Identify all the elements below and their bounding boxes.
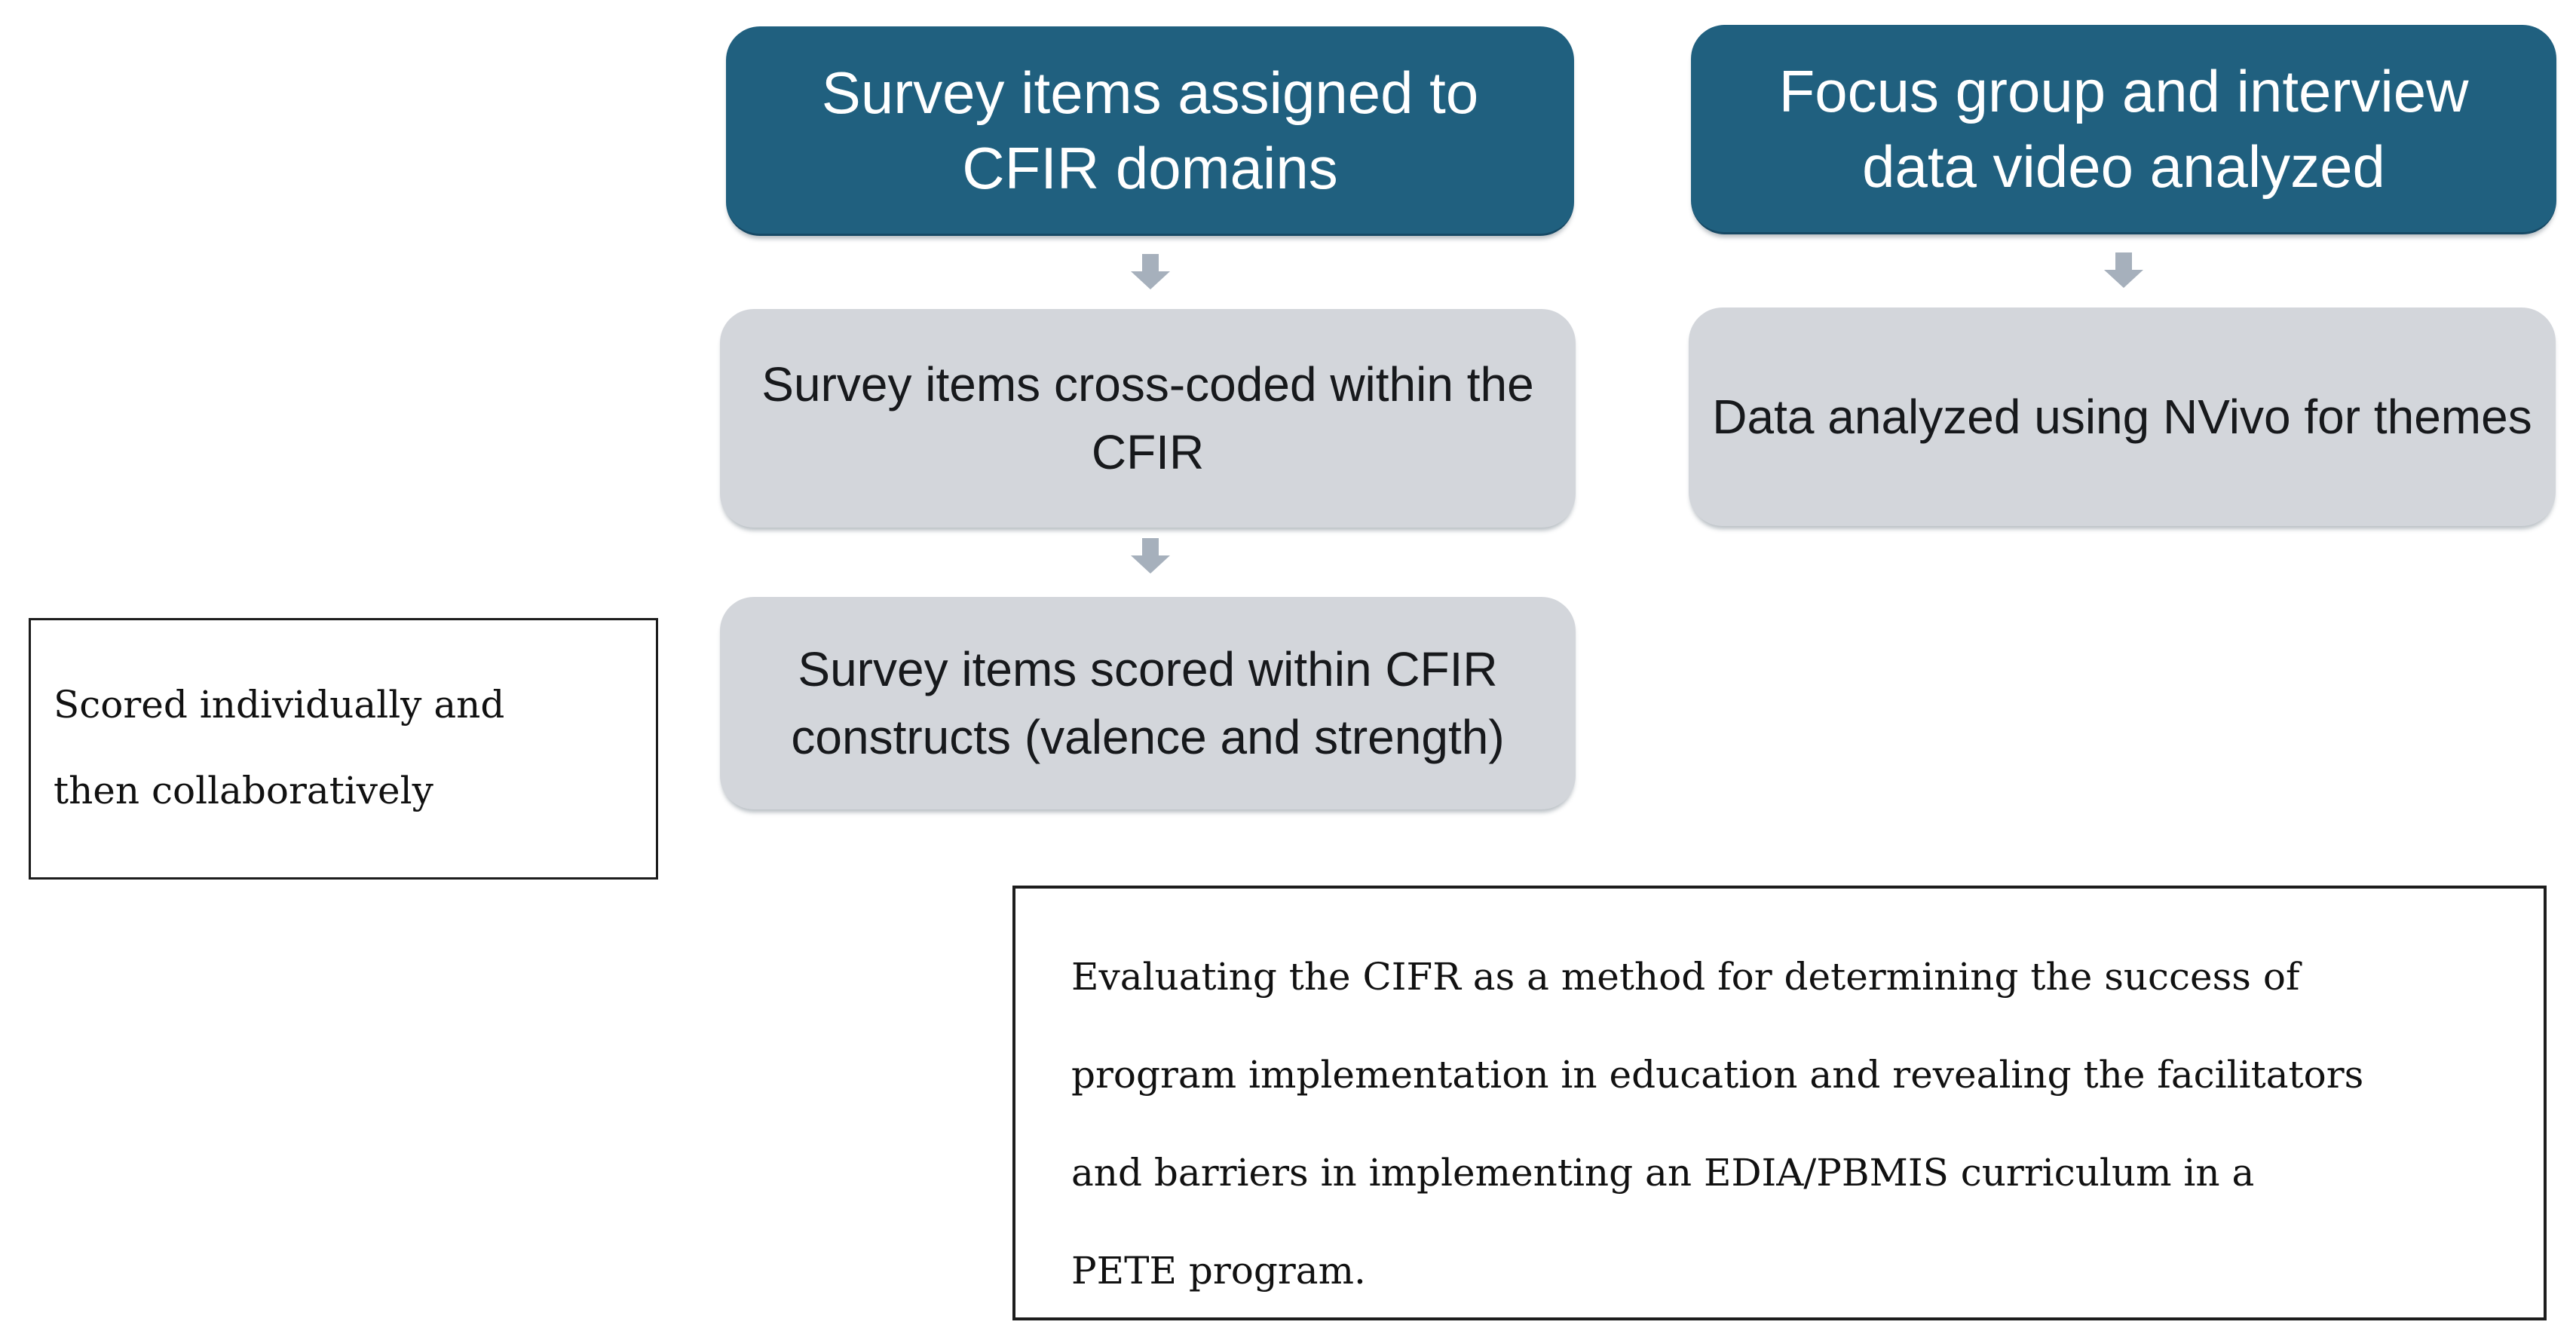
outcome-note-line: Evaluating the CIFR as a method for dete…: [1071, 955, 2300, 999]
flow-box-label: Survey items assigned to CFIR domains: [821, 59, 1479, 201]
flow-box-focus-group-interview: Focus group and interview data video ana…: [1691, 25, 2556, 234]
side-note-line: Scored individually and: [54, 683, 505, 727]
flow-box-label: Survey items scored within CFIR construc…: [791, 642, 1505, 764]
outcome-note-line: PETE program.: [1071, 1249, 1366, 1293]
down-arrow-icon: [2104, 252, 2143, 288]
arrow-stem: [1142, 254, 1159, 271]
side-note-line: then collaboratively: [54, 769, 433, 812]
arrow-head: [1131, 555, 1170, 574]
arrow-head: [2104, 270, 2143, 288]
flow-box-cross-coded: Survey items cross-coded within the CFIR: [720, 309, 1576, 528]
flow-box-label: Focus group and interview data video ana…: [1778, 57, 2469, 200]
arrow-head: [1131, 271, 1170, 289]
arrow-stem: [2115, 252, 2132, 270]
outcome-note-line: and barriers in implementing an EDIA/PBM…: [1071, 1151, 2255, 1195]
down-arrow-icon: [1131, 538, 1170, 574]
down-arrow-icon: [1131, 254, 1170, 289]
side-note-box: Scored individually and then collaborati…: [29, 618, 658, 880]
flow-box-survey-items-assigned: Survey items assigned to CFIR domains: [726, 26, 1574, 236]
flow-box-nvivo-themes: Data analyzed using NVivo for themes: [1689, 307, 2556, 526]
outcome-note-line: program implementation in education and …: [1071, 1053, 2364, 1097]
flow-box-scored-constructs: Survey items scored within CFIR construc…: [720, 597, 1576, 809]
outcome-note-box: Evaluating the CIFR as a method for dete…: [1012, 886, 2547, 1320]
arrow-stem: [1142, 538, 1159, 555]
flow-box-label: Data analyzed using NVivo for themes: [1712, 390, 2532, 444]
flow-box-label: Survey items cross-coded within the CFIR: [761, 357, 1534, 479]
